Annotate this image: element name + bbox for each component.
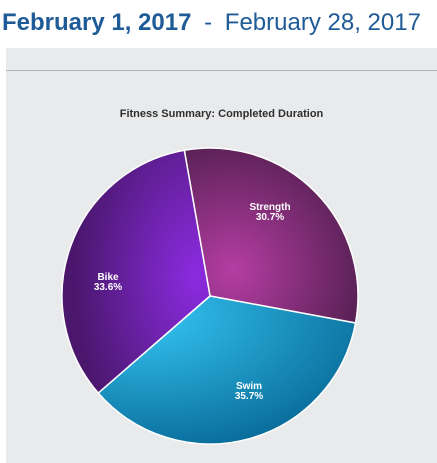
pie-slice-swim — [97, 295, 357, 445]
start-date: February 1, 2017 — [2, 9, 192, 36]
pie-label-swim: Swim — [236, 381, 262, 392]
pie-percent-swim: 35.7% — [235, 391, 263, 402]
chart-title: Fitness Summary: Completed Duration — [119, 108, 324, 120]
date-range-heading: February 1, 2017 - February 28, 2017 — [2, 8, 421, 38]
pie-label-bike: Bike — [97, 272, 119, 283]
date-separator: - — [204, 9, 213, 36]
pie-slice-bike — [61, 149, 211, 395]
pie-percent-strength: 30.7% — [256, 212, 284, 223]
end-date: February 28, 2017 — [224, 9, 421, 36]
pie-slice-strength — [183, 147, 359, 324]
pie-percent-bike: 33.6% — [94, 282, 122, 293]
pie-label-strength: Strength — [249, 202, 290, 213]
panel-divider — [6, 70, 437, 71]
report-header: February 1, 2017 - February 28, 2017 — [0, 0, 437, 48]
